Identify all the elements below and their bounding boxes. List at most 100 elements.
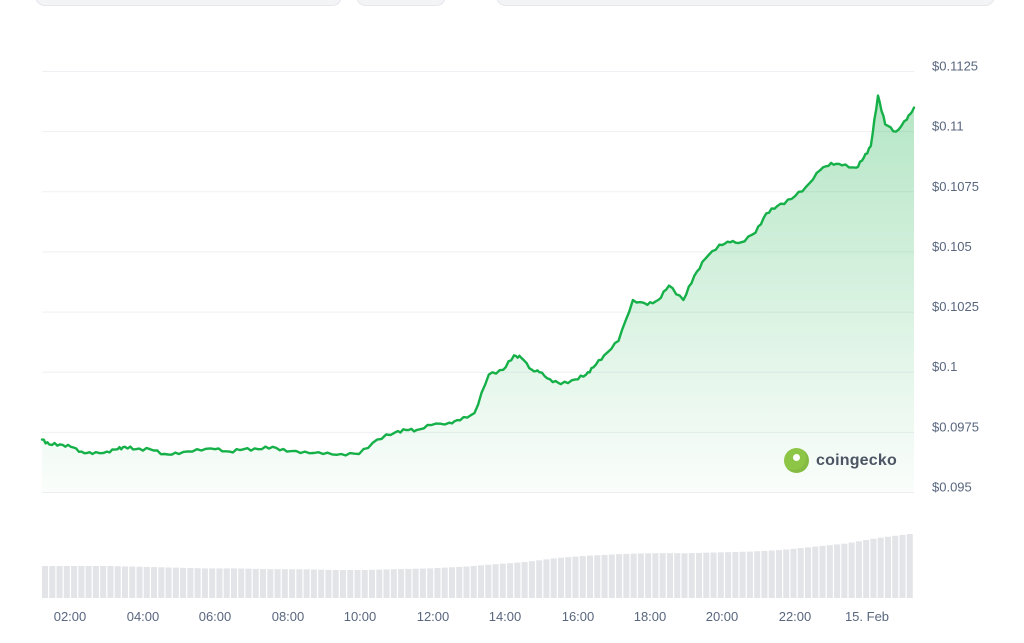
volume-bar <box>499 563 506 598</box>
volume-bar <box>230 568 237 598</box>
volume-bar <box>761 550 768 598</box>
volume-bar <box>637 553 644 598</box>
x-tick-label: 02:00 <box>54 609 87 624</box>
volume-bar <box>725 552 732 598</box>
volume-bar <box>376 569 383 598</box>
volume-bar <box>281 569 288 598</box>
volume-bar <box>325 569 332 598</box>
volume-bar <box>616 554 623 598</box>
y-tick-label: $0.11 <box>932 119 964 134</box>
volume-bar <box>623 553 630 598</box>
volume-bar <box>863 540 870 598</box>
volume-bar <box>158 567 165 598</box>
volume-bar <box>470 565 477 598</box>
volume-bar <box>56 566 63 598</box>
volume-bar <box>274 569 281 598</box>
x-tick-label: 06:00 <box>199 609 232 624</box>
volume-bar <box>783 549 790 598</box>
watermark-text: coingecko <box>816 451 897 469</box>
price-line <box>40 94 916 457</box>
volume-bar <box>412 568 419 598</box>
volume-bar <box>223 568 230 598</box>
volume-bar <box>201 568 208 598</box>
volume-bar <box>732 551 739 598</box>
volume-bar <box>318 569 325 598</box>
volume-bar <box>143 566 150 598</box>
volume-bar <box>427 568 434 598</box>
volume-bars <box>42 534 913 598</box>
volume-bar <box>884 536 891 598</box>
volume-bar <box>194 568 201 598</box>
volume-bar <box>245 568 252 598</box>
x-tick-label: 16:00 <box>562 609 595 624</box>
volume-bar <box>187 568 194 598</box>
volume-bar <box>463 566 470 598</box>
volume-bar <box>681 553 688 598</box>
volume-bar <box>659 553 666 598</box>
volume-bar <box>906 534 913 598</box>
volume-bar <box>310 569 317 598</box>
volume-bar <box>361 570 368 598</box>
coingecko-logo-icon <box>784 448 809 473</box>
volume-bar <box>441 567 448 598</box>
volume-bar <box>332 570 339 598</box>
volume-bar <box>805 547 812 598</box>
volume-bar <box>369 569 376 598</box>
volume-bar <box>790 548 797 598</box>
volume-bar <box>121 566 128 598</box>
volume-bar <box>768 550 775 598</box>
x-tick-label: 12:00 <box>417 609 450 624</box>
coingecko-watermark: coingecko <box>784 448 897 473</box>
y-tick-label: $0.1 <box>932 359 957 374</box>
volume-bar <box>514 562 521 598</box>
volume-bar <box>608 554 615 598</box>
volume-bar <box>587 555 594 598</box>
volume-bar <box>666 553 673 598</box>
volume-bar <box>419 568 426 598</box>
volume-bar <box>252 568 259 598</box>
volume-bar <box>630 553 637 598</box>
volume-bar <box>819 545 826 598</box>
volume-bar <box>267 569 274 598</box>
volume-bar <box>870 538 877 598</box>
volume-bar <box>507 563 514 598</box>
volume-bar <box>696 552 703 598</box>
x-tick-label: 08:00 <box>272 609 305 624</box>
y-tick-label: $0.105 <box>932 239 972 254</box>
x-tick-label: 04:00 <box>127 609 160 624</box>
volume-bar <box>180 567 187 598</box>
y-tick-label: $0.095 <box>932 480 972 495</box>
volume-bar <box>405 568 412 598</box>
volume-bar <box>739 551 746 598</box>
volume-bar <box>826 545 833 598</box>
volume-bar <box>448 567 455 598</box>
y-tick-label: $0.0975 <box>932 419 979 434</box>
volume-bar <box>303 569 310 598</box>
volume-bar <box>165 567 172 598</box>
volume-bar <box>434 567 441 598</box>
volume-bar <box>877 537 884 598</box>
volume-bar <box>136 566 143 598</box>
volume-bar <box>78 566 85 598</box>
volume-bar <box>550 558 557 598</box>
volume-bar <box>172 567 179 598</box>
volume-bar <box>151 567 158 598</box>
volume-bar <box>260 569 267 598</box>
volume-bar <box>899 534 906 598</box>
volume-bar <box>746 551 753 598</box>
volume-bar <box>841 543 848 598</box>
volume-bar <box>216 568 223 598</box>
volume-bar <box>536 560 543 598</box>
volume-bar <box>797 548 804 598</box>
x-tick-label: 22:00 <box>779 609 812 624</box>
volume-bar <box>85 566 92 598</box>
volume-bar <box>688 553 695 598</box>
volume-bar <box>49 566 56 598</box>
volume-bar <box>834 544 841 598</box>
volume-bar <box>717 552 724 598</box>
volume-bar <box>543 559 550 598</box>
volume-bar <box>114 566 121 598</box>
volume-bar <box>296 569 303 598</box>
volume-bar <box>754 551 761 598</box>
